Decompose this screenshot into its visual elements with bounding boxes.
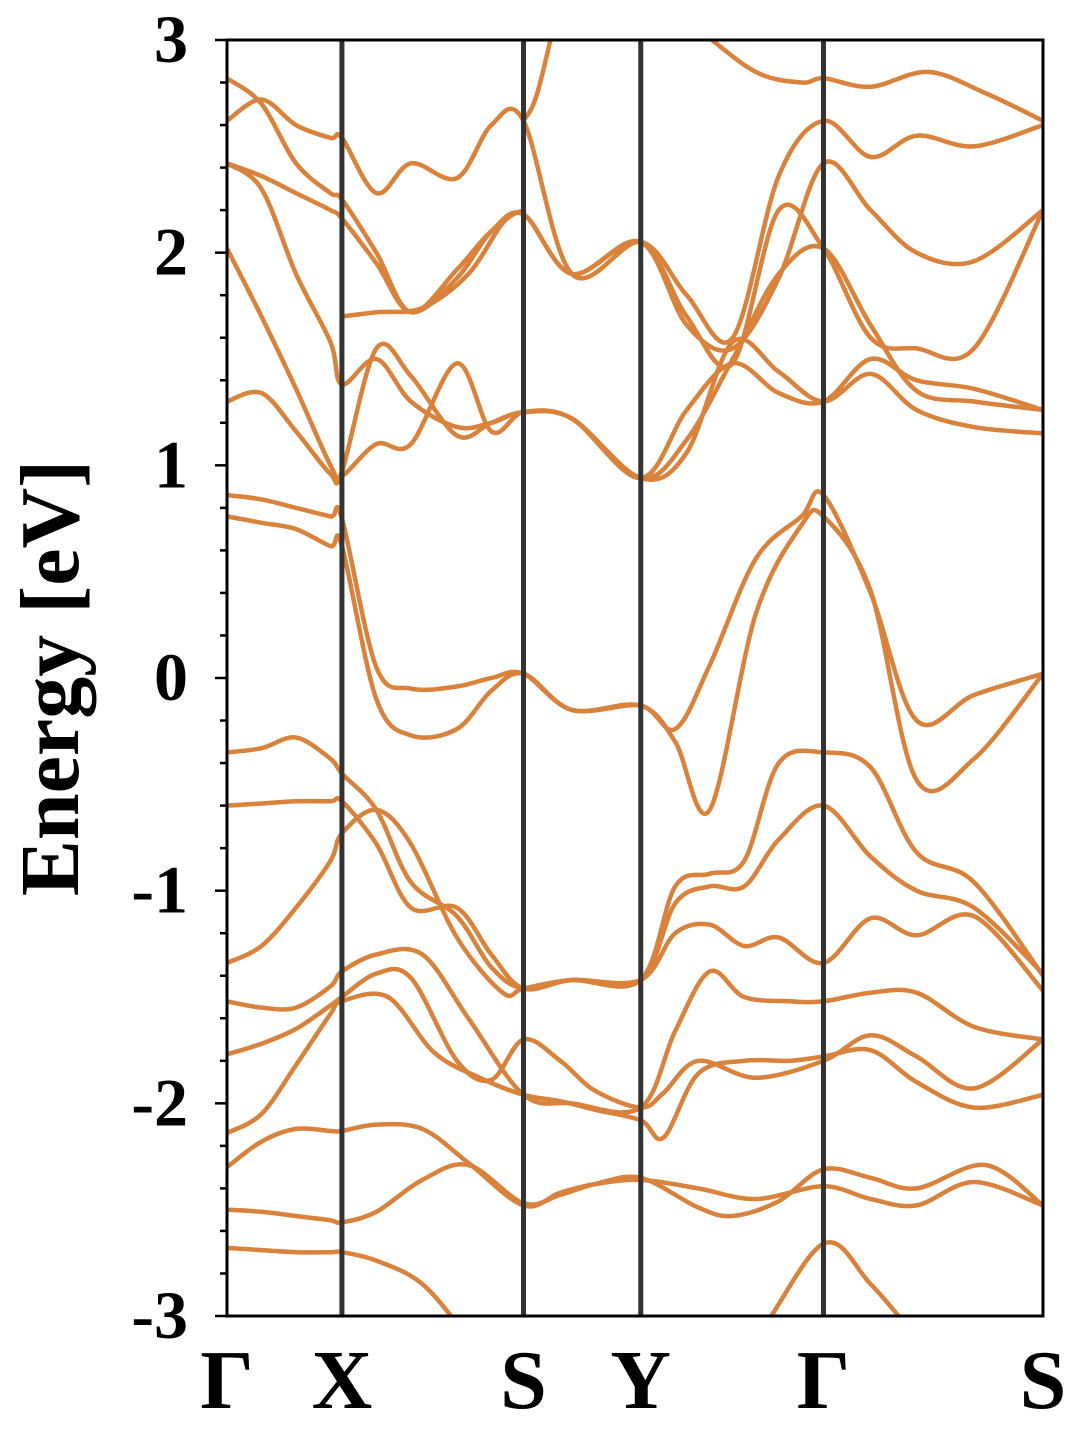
k-path-lines bbox=[339, 40, 826, 1316]
band-lines bbox=[227, 40, 1043, 1316]
y-tick-label: -2 bbox=[131, 1064, 188, 1140]
y-tick-labels: -3 -2 -1 0 1 2 3 bbox=[131, 1, 188, 1353]
y-tick-label: 1 bbox=[154, 426, 188, 502]
y-axis-title: Energy [eV] bbox=[4, 460, 97, 896]
band-line-20 bbox=[708, 40, 1043, 124]
band-line-6 bbox=[227, 946, 1043, 1115]
band-line-14 bbox=[227, 161, 1043, 481]
y-tick-label: -3 bbox=[131, 1277, 188, 1353]
x-tick-label: X bbox=[312, 1334, 373, 1427]
band-line-19 bbox=[521, 40, 553, 124]
x-tick-label: Y bbox=[610, 1334, 671, 1427]
x-tick-label: S bbox=[1020, 1334, 1067, 1427]
band-line-5 bbox=[227, 966, 1043, 1110]
band-line-3 bbox=[227, 1121, 1043, 1209]
band-line-9 bbox=[227, 735, 1043, 992]
band-line-17 bbox=[227, 161, 1043, 370]
y-tick-label: 3 bbox=[154, 1, 188, 77]
band-line-18 bbox=[339, 207, 526, 319]
y-tick-label: 0 bbox=[154, 639, 188, 715]
band-line-1 bbox=[227, 1240, 902, 1316]
band-line-15 bbox=[227, 76, 1043, 353]
y-tick-label: -1 bbox=[131, 852, 188, 928]
y-axis-ticks bbox=[215, 38, 227, 1318]
band-line-2 bbox=[227, 1161, 1043, 1226]
band-line-16 bbox=[227, 97, 1043, 345]
x-tick-label: Γ bbox=[200, 1334, 253, 1427]
band-line-11 bbox=[227, 489, 1043, 733]
x-tick-label: S bbox=[500, 1334, 547, 1427]
plot-frame bbox=[225, 38, 1045, 1318]
x-tick-label: Γ bbox=[797, 1334, 850, 1427]
y-tick-label: 2 bbox=[154, 214, 188, 290]
band-line-4 bbox=[227, 991, 1043, 1142]
